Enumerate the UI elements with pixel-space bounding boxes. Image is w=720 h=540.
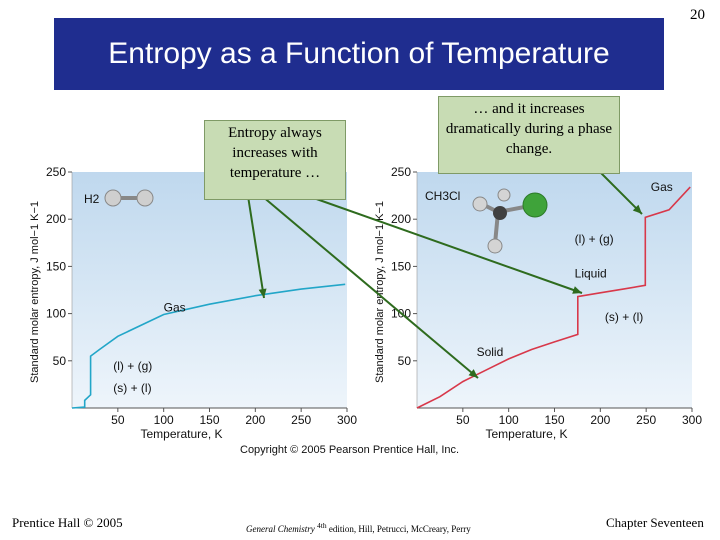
chart-h2: 50 100 150 200 250 300 50 100 150 200 250 Temperatu… — [29, 165, 357, 441]
title-bar: Entropy as a Function of Temperature — [54, 18, 664, 90]
arrow-line — [247, 195, 265, 299]
x-tick-label: 250 — [291, 413, 311, 427]
y-tick-label: 200 — [391, 212, 411, 226]
callout-temperature: Entropy always increases with temperatur… — [204, 120, 346, 200]
phase-annotation: (l) + (g) — [575, 232, 614, 246]
atom — [472, 196, 488, 212]
h2-molecule-icon — [104, 189, 154, 207]
page-number: 20 — [690, 7, 705, 23]
footer-edition-sup: 4th — [317, 521, 327, 530]
y-tick-label: 250 — [46, 165, 66, 179]
x-tick-label: 50 — [456, 413, 470, 427]
x-tick-label: 150 — [199, 413, 219, 427]
atom — [493, 206, 507, 220]
footer-book-title: General Chemistry — [246, 524, 315, 534]
y-axis-label: Standard molar entropy, J mol−1 K−1 — [374, 201, 386, 383]
footer-publisher: Prentice Hall © 2005 — [12, 515, 123, 530]
phase-annotation: (s) + (l) — [605, 310, 643, 324]
arrow-head — [468, 369, 478, 378]
arrow-line — [307, 195, 583, 294]
callout-phase-change: … and it increases dramatically during a… — [438, 96, 620, 174]
arrow-head — [632, 204, 642, 214]
y-tick-label: 100 — [46, 307, 66, 321]
phase-annotation: Solid — [477, 345, 504, 359]
phase-annotation: Liquid — [575, 267, 607, 281]
y-tick-label: 50 — [398, 354, 412, 368]
arrow-head — [572, 286, 582, 294]
chart-ch3cl: 5010015020025030050100150200250Temperatu… — [374, 165, 702, 441]
phase-annotation: (s) + (l) — [113, 381, 151, 395]
molecule-label: H2 — [84, 192, 100, 206]
x-tick-label: 200 — [245, 413, 265, 427]
callout-arrows — [247, 167, 643, 379]
atom — [522, 192, 548, 218]
x-axis-label: Temperature, K — [485, 427, 567, 441]
plot-background — [417, 172, 692, 408]
footer-book-citation: General Chemistry 4th edition, Hill, Pet… — [246, 521, 471, 534]
x-axis-label: Temperature, K — [140, 427, 222, 441]
atom — [136, 189, 154, 207]
x-tick-label: 150 — [544, 413, 564, 427]
footer-chapter: Chapter Seventeen — [606, 515, 704, 530]
slide-title: Entropy as a Function of Temperature — [108, 37, 610, 70]
y-axis-label: Standard molar entropy, J mol−1 K−1 — [29, 201, 41, 383]
atom — [497, 188, 511, 202]
phase-annotation: (l) + (g) — [113, 359, 152, 373]
y-tick-label: 150 — [391, 259, 411, 273]
atom — [487, 238, 503, 254]
arrow-line — [595, 167, 643, 215]
phase-annotation: Gas — [164, 301, 186, 315]
series-line-ch3cl — [416, 186, 691, 409]
footer-authors: edition, Hill, Petrucci, McCreary, Perry — [326, 524, 471, 534]
phase-annotation: Gas — [651, 180, 673, 194]
x-tick-label: 200 — [590, 413, 610, 427]
y-tick-label: 50 — [53, 354, 67, 368]
arrow-head — [258, 288, 267, 298]
atom — [104, 189, 122, 207]
x-tick-label: 100 — [154, 413, 174, 427]
copyright: Copyright © 2005 Pearson Prentice Hall, … — [240, 444, 460, 456]
x-tick-label: 100 — [499, 413, 519, 427]
ch3cl-molecule-icon — [472, 188, 548, 254]
x-tick-label: 300 — [337, 413, 357, 427]
y-tick-label: 150 — [46, 259, 66, 273]
x-tick-label: 250 — [636, 413, 656, 427]
x-tick-label: 50 — [111, 413, 125, 427]
molecule-label: CH3Cl — [425, 189, 460, 203]
y-tick-label: 250 — [391, 165, 411, 179]
arrow-line — [261, 195, 479, 379]
plot-background — [72, 172, 347, 408]
x-tick-label: 300 — [682, 413, 702, 427]
y-tick-label: 200 — [46, 212, 66, 226]
